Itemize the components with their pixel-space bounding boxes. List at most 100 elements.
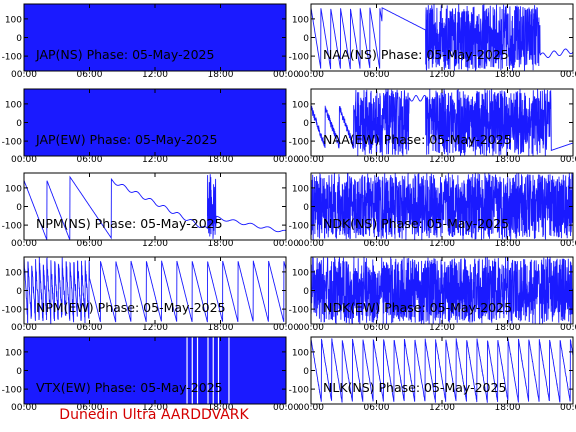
- chart-panel-7: 100 0 -100 00:00 06:00 12:00 18:00 00:00 NPM(EW)…: [2, 256, 299, 333]
- x-tick-label: 06:00: [364, 403, 390, 413]
- x-tick-label: 00:00: [11, 239, 37, 249]
- x-tick-label: 12:00: [142, 70, 168, 80]
- x-tick-label: 00:00: [560, 403, 576, 413]
- x-tick-label: 00:00: [560, 323, 576, 333]
- x-tick-label: 00:00: [273, 323, 299, 333]
- data-gap-3: [196, 337, 199, 404]
- chart-title: NPM(NS) Phase: 05-May-2025: [36, 216, 223, 231]
- chart-title: NAA(NS) Phase: 05-May-2025: [323, 47, 509, 62]
- x-tick-label: 00:00: [298, 323, 324, 333]
- y-tick-label: 0: [303, 34, 309, 44]
- footer-label: Dunedin Ultra AARDDVARK: [59, 407, 249, 423]
- x-tick-label: 00:00: [11, 403, 37, 413]
- y-tick-label: -100: [2, 53, 23, 63]
- y-tick-label: 0: [16, 367, 22, 377]
- x-tick-label: 00:00: [273, 403, 299, 413]
- y-tick-label: -100: [289, 306, 310, 316]
- y-tick-label: -100: [289, 53, 310, 63]
- x-tick-label: 00:00: [298, 155, 324, 165]
- x-tick-label: 18:00: [208, 70, 234, 80]
- y-tick-label: -100: [2, 138, 23, 148]
- chart-panel-4: 100 0 -100 00:00 06:00 12:00 18:00 00:00 NAA(EW)…: [289, 88, 576, 165]
- x-tick-label: 06:00: [77, 403, 103, 413]
- x-tick-label: 12:00: [142, 239, 168, 249]
- y-tick-label: 0: [16, 34, 22, 44]
- data-gap-2: [191, 337, 193, 404]
- chart-panel-2: 100 0 -100 00:00 06:00 12:00 18:00 00:00 NAA(NS)…: [289, 3, 576, 80]
- y-tick-label: -100: [2, 306, 23, 316]
- x-tick-label: 12:00: [429, 323, 455, 333]
- y-tick-label: 100: [5, 15, 22, 25]
- x-tick-label: 00:00: [273, 155, 299, 165]
- x-tick-label: 18:00: [208, 323, 234, 333]
- plot-area: [24, 173, 286, 240]
- chart-title: NLK(NS) Phase: 05-May-2025: [323, 380, 506, 395]
- y-tick-label: 100: [292, 100, 309, 110]
- x-tick-label: 18:00: [208, 239, 234, 249]
- y-tick-label: 100: [5, 184, 22, 194]
- chart-panel-3: 100 0 -100 00:00 06:00 12:00 18:00 00:00 JAP(EW)…: [2, 88, 299, 165]
- y-tick-label: 0: [16, 203, 22, 213]
- chart-panel-1: 100 0 -100 00:00 06:00 12:00 18:00 00:00 JAP(NS)…: [2, 3, 299, 80]
- x-tick-label: 00:00: [11, 70, 37, 80]
- y-tick-label: 0: [16, 287, 22, 297]
- y-tick-label: -100: [289, 386, 310, 396]
- x-tick-label: 18:00: [495, 155, 521, 165]
- data-series-line: [311, 173, 573, 240]
- x-tick-label: 18:00: [495, 239, 521, 249]
- x-tick-label: 06:00: [77, 70, 103, 80]
- data-series-line: [311, 338, 573, 403]
- y-tick-label: 100: [292, 268, 309, 278]
- x-tick-label: 00:00: [11, 155, 37, 165]
- y-tick-label: 0: [303, 203, 309, 213]
- y-tick-label: -100: [289, 222, 310, 232]
- x-tick-label: 06:00: [364, 239, 390, 249]
- y-tick-label: -100: [2, 222, 23, 232]
- x-tick-label: 06:00: [364, 323, 390, 333]
- chart-title: JAP(EW) Phase: 05-May-2025: [35, 132, 217, 147]
- y-tick-label: 100: [292, 15, 309, 25]
- x-tick-label: 06:00: [77, 323, 103, 333]
- data-series-line: [311, 89, 573, 156]
- chart-title: VTX(EW) Phase: 05-May-2025: [36, 380, 223, 395]
- y-tick-label: 0: [303, 367, 309, 377]
- x-tick-label: 18:00: [495, 403, 521, 413]
- y-tick-label: 0: [303, 287, 309, 297]
- y-tick-label: 100: [292, 348, 309, 358]
- x-tick-label: 12:00: [142, 403, 168, 413]
- x-tick-label: 18:00: [208, 155, 234, 165]
- data-series-fill: [24, 4, 286, 71]
- x-tick-label: 00:00: [298, 70, 324, 80]
- x-tick-label: 00:00: [560, 239, 576, 249]
- data-gap-6: [217, 337, 220, 404]
- x-tick-label: 06:00: [364, 155, 390, 165]
- chart-title: NDK(NS) Phase: 05-May-2025: [323, 216, 509, 231]
- x-tick-label: 00:00: [298, 239, 324, 249]
- chart-title: NPM(EW) Phase: 05-May-2025: [36, 300, 226, 315]
- x-tick-label: 12:00: [429, 70, 455, 80]
- data-series-fill: [24, 337, 286, 404]
- x-tick-label: 00:00: [273, 239, 299, 249]
- chart-panel-8: 100 0 -100 00:00 06:00 12:00 18:00 00:00 NDK(EW)…: [289, 256, 576, 333]
- chart-panel-5: 100 0 -100 00:00 06:00 12:00 18:00 00:00 NPM(NS)…: [2, 172, 299, 249]
- data-gap-5: [212, 337, 214, 404]
- x-tick-label: 18:00: [208, 403, 234, 413]
- y-tick-label: 100: [5, 348, 22, 358]
- chart-title: NAA(EW) Phase: 05-May-2025: [323, 132, 512, 147]
- y-tick-label: -100: [2, 386, 23, 396]
- chart-title: JAP(NS) Phase: 05-May-2025: [35, 47, 214, 62]
- x-tick-label: 00:00: [273, 70, 299, 80]
- x-tick-label: 18:00: [495, 323, 521, 333]
- plot-area: [311, 337, 573, 404]
- data-gap-1: [186, 337, 188, 404]
- x-tick-label: 18:00: [495, 70, 521, 80]
- x-tick-label: 00:00: [298, 403, 324, 413]
- data-gap-4: [207, 337, 209, 404]
- chart-panel-10: 100 0 -100 00:00 06:00 12:00 18:00 00:00 NLK(NS)…: [289, 336, 576, 413]
- x-tick-label: 12:00: [429, 239, 455, 249]
- x-tick-label: 12:00: [429, 403, 455, 413]
- y-tick-label: 0: [16, 119, 22, 129]
- chart-panel-9: 100 0 -100 00:00 06:00 12:00 18:00 00:00 VTX(EW)…: [2, 336, 299, 413]
- data-series-line: [311, 257, 573, 324]
